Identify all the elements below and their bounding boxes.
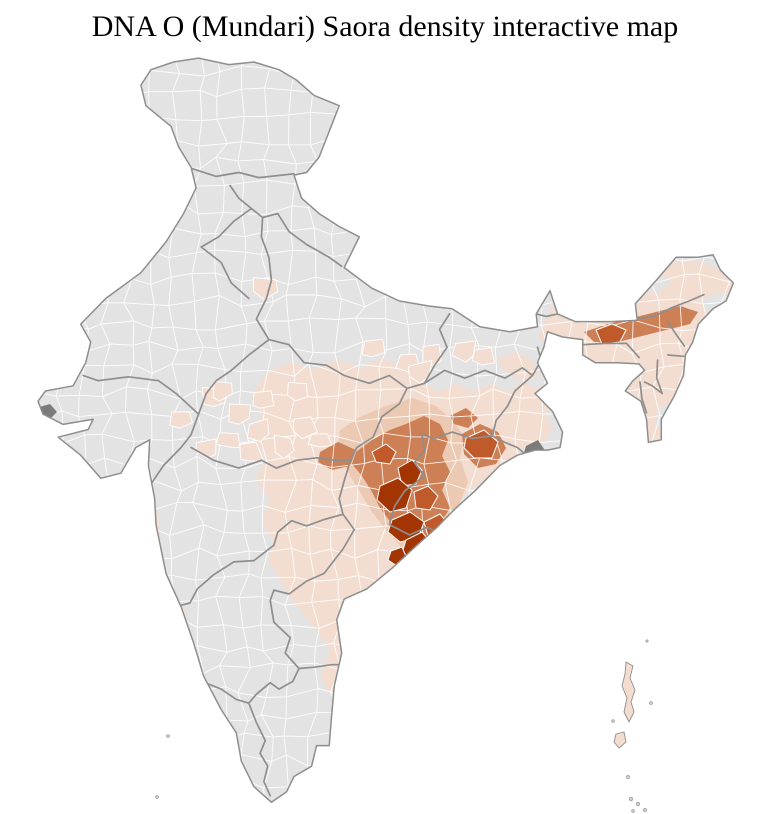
island-dot — [155, 795, 159, 799]
scattered-district[interactable] — [215, 432, 241, 448]
scattered-district[interactable] — [228, 403, 252, 425]
region-odisha-north[interactable] — [450, 408, 478, 428]
islands — [155, 639, 653, 813]
region-odisha-high-mid[interactable] — [413, 485, 439, 511]
scattered-district[interactable] — [252, 390, 275, 409]
island-dot — [611, 719, 615, 723]
scattered-district[interactable] — [361, 338, 386, 358]
scattered-district[interactable] — [274, 434, 295, 460]
island-dot — [166, 734, 170, 738]
island-dot — [645, 639, 649, 643]
density-regions-high — [371, 323, 627, 567]
island-dot — [631, 809, 635, 813]
island-dot — [635, 801, 641, 807]
island-dot — [649, 701, 653, 705]
scattered-district[interactable] — [471, 347, 496, 366]
scattered-district[interactable] — [451, 340, 477, 363]
india-outline — [37, 57, 735, 803]
region-andaman-south[interactable] — [613, 731, 627, 749]
region-chhattisgarh-east-arm[interactable] — [318, 442, 356, 470]
scattered-district[interactable] — [212, 380, 233, 402]
island-dot — [628, 796, 634, 802]
india-landmass — [38, 58, 734, 803]
island-dot — [626, 775, 630, 779]
region-nagaland-manipur-pocket[interactable] — [688, 344, 719, 386]
scattered-district[interactable] — [246, 418, 270, 443]
scattered-district[interactable] — [169, 411, 193, 429]
region-west-bengal-north[interactable] — [496, 352, 540, 382]
region-andaman-islands[interactable] — [621, 661, 636, 723]
island-dot — [643, 808, 647, 812]
map-title: DNA O (Mundari) Saora density interactiv… — [91, 10, 679, 43]
scattered-district[interactable] — [422, 343, 442, 366]
region-assam-valley-high[interactable] — [595, 323, 627, 345]
region-odisha-peak-west[interactable] — [376, 477, 413, 513]
region-odisha-high-west[interactable] — [371, 443, 397, 465]
scattered-district[interactable] — [286, 381, 308, 402]
scattered-district[interactable] — [307, 433, 333, 448]
scattered-district[interactable] — [253, 277, 279, 300]
scattered-district[interactable] — [292, 416, 318, 440]
scattered-district[interactable] — [408, 359, 433, 384]
